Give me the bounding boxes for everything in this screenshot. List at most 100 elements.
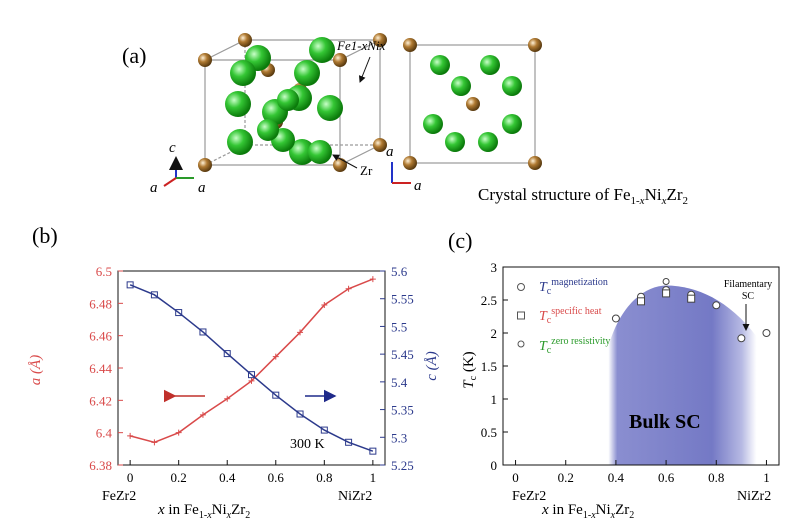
- y-tick-label-left: 6.42: [89, 393, 112, 408]
- x-tick-label-b: 0.4: [219, 470, 236, 485]
- series-point-c: [296, 410, 304, 418]
- y-tick-label-right: 5.4: [391, 375, 408, 390]
- zr-atom: [277, 89, 299, 111]
- y-tick-label-left: 6.44: [89, 361, 112, 376]
- zr-atom: [230, 60, 256, 86]
- point-magnetization: [762, 329, 771, 337]
- plot-b-ticks: 0 0.2 0.4 0.6 0.8 1 FeZr2 NiZr2 6.38 6.4 6.42 6.44 6…: [89, 264, 414, 504]
- filamentary-label-1: Filamentary: [724, 279, 772, 290]
- legend-marker-magnetization: [517, 283, 525, 291]
- series-point-a: [369, 276, 376, 283]
- x-tick-label-c: 0.2: [558, 470, 574, 485]
- zr-label: Zr: [360, 163, 373, 178]
- point-magnetization: [611, 314, 620, 323]
- point-specific-heat: [687, 294, 696, 303]
- y-tick-label-left: 6.38: [89, 458, 112, 473]
- series-point-c: [345, 438, 353, 446]
- y-axis-left-title: a (Å): [28, 355, 44, 385]
- fe-ni-atom: [403, 156, 417, 170]
- series-point-c: [199, 328, 207, 336]
- y-axis-right-title: c (Å): [424, 351, 440, 381]
- structure-caption: Crystal structure of Fe1-xNixZr2: [478, 185, 688, 207]
- zr-atom: [445, 132, 465, 152]
- y-tick-label-left: 6.46: [89, 329, 112, 344]
- fe-ni-atom: [198, 158, 212, 172]
- x-tick-label-c: 1: [763, 470, 770, 485]
- series-line-c: [129, 284, 374, 452]
- series-point-a: [199, 411, 206, 418]
- x-end-label-feZr2-c: FeZr2: [512, 489, 546, 504]
- fe-ni-atom: [238, 33, 252, 47]
- legend-marker-specific-heat: [517, 311, 525, 320]
- point-specific-heat: [637, 297, 645, 306]
- panel-a-label: (a): [122, 43, 146, 68]
- zr-atom: [227, 129, 253, 155]
- y-tick-label-c: 1: [491, 392, 498, 407]
- zr-atom: [480, 55, 500, 75]
- axes-triad-3d: c a a: [150, 140, 206, 196]
- series-point-c: [150, 291, 158, 299]
- legend-c: Tcmagnetization Tcspecific heat Tczero r…: [517, 277, 610, 356]
- x-tick-label-c: 0.4: [608, 470, 625, 485]
- x-tick-label-c: 0.8: [708, 470, 724, 485]
- axes-triad-2d: a a: [386, 144, 422, 194]
- y-tick-label-left: 6.4: [96, 426, 113, 441]
- zr-atom: [317, 95, 343, 121]
- series-point-a: [127, 432, 134, 439]
- panel-c-label: (c): [448, 228, 472, 253]
- point-zero-resistivity: [662, 278, 670, 286]
- fe-ni-label: Fe1-xNix: [336, 38, 386, 53]
- fe-ni-atom: [403, 38, 417, 52]
- series-point-c: [320, 426, 328, 434]
- y-tick-label-left: 6.5: [96, 264, 112, 279]
- x-end-label-niZr2-c: NiZr2: [737, 489, 771, 504]
- y-tick-label-right: 5.25: [391, 458, 414, 473]
- plot-c-series: [611, 278, 771, 343]
- zr-atom: [423, 114, 443, 134]
- panel-a: (a) Fe1-xNix Zr c a a: [122, 33, 688, 207]
- series-point-c: [126, 281, 134, 289]
- plot-b-series: [126, 276, 377, 455]
- fe-ni-atom: [466, 97, 480, 111]
- y-tick-label-c: 3: [491, 260, 498, 275]
- x-axis-title-c: x in Fe1-xNixZr2: [541, 502, 634, 521]
- panel-b: (b) 0 0.2 0.4 0.6 0.8 1 FeZr2 NiZr2 6.38 6.4 6.42 6…: [28, 223, 440, 521]
- y-tick-label-right: 5.55: [391, 292, 414, 307]
- axis-a-horizontal-label: a: [414, 178, 422, 194]
- x-tick-label-b: 0: [127, 470, 134, 485]
- series-point-a: [175, 429, 182, 436]
- y-tick-label-right: 5.6: [391, 264, 408, 279]
- panel-c: (c) 0 0.2 0.4 0.6 0.8 1 FeZr2 NiZr2 0 0.5 1 1.5 2 2.5…: [448, 228, 780, 521]
- series-point-a: [151, 439, 158, 446]
- x-tick-label-b: 1: [370, 470, 377, 485]
- x-tick-label-b: 0.8: [316, 470, 332, 485]
- caption-text: Crystal structure of Fe: [478, 185, 631, 204]
- y-tick-label-c: 0: [491, 458, 498, 473]
- series-point-a: [321, 301, 328, 308]
- fe-ni-atom: [333, 158, 347, 172]
- zr-atom: [225, 91, 251, 117]
- panel-b-label: (b): [32, 223, 58, 248]
- fe-ni-atom: [528, 156, 542, 170]
- y-tick-label-right: 5.5: [391, 319, 407, 334]
- zr-atom: [294, 60, 320, 86]
- series-point-c: [223, 350, 231, 358]
- axis-a-vertical-label: a: [386, 144, 394, 160]
- x-tick-label-b: 0.6: [268, 470, 285, 485]
- series-point-c: [272, 391, 280, 399]
- y-tick-label-c: 1.5: [481, 359, 497, 374]
- zr-atom: [478, 132, 498, 152]
- temperature-label: 300 K: [290, 437, 325, 452]
- fe-ni-atom: [373, 138, 387, 152]
- y-tick-label-c: 2.5: [481, 293, 497, 308]
- unit-cell-2d: [409, 44, 536, 164]
- zr-atom: [308, 140, 332, 164]
- y-tick-label-right: 5.45: [391, 347, 414, 362]
- fe-ni-atom: [198, 53, 212, 67]
- fe-ni-atom: [373, 33, 387, 47]
- zr-atom: [309, 37, 335, 63]
- plot-b-frame: [117, 270, 386, 466]
- y-tick-label-c: 0.5: [481, 425, 497, 440]
- y-axis-title-c: Tc (K): [461, 351, 479, 388]
- x-tick-label-c: 0: [512, 470, 519, 485]
